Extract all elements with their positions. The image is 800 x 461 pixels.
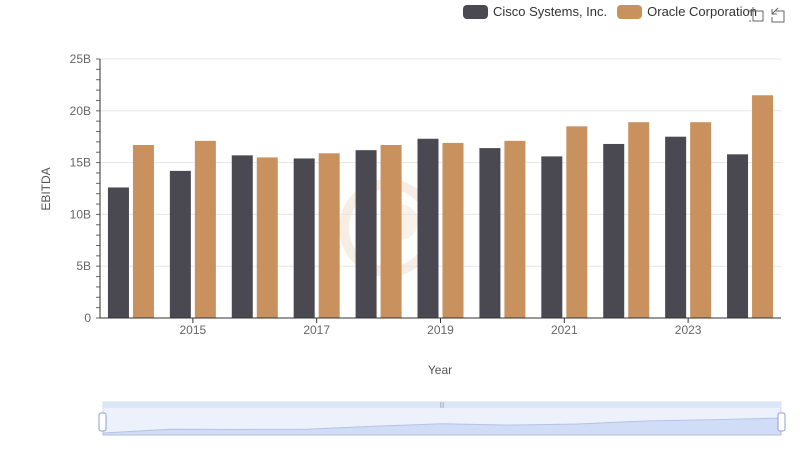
bar-oracle-2024[interactable]: [752, 95, 774, 318]
y-tick-label: 0: [84, 311, 91, 325]
x-tick-label: 2017: [303, 323, 330, 337]
bar-cisco-2015[interactable]: [169, 170, 191, 318]
legend-swatch-oracle: [617, 4, 643, 19]
bar-cisco-2014[interactable]: [107, 187, 129, 318]
chart-legend: Cisco Systems, Inc. Oracle Corporation: [463, 4, 767, 19]
y-axis-label: EBITDA: [39, 167, 53, 210]
bar-oracle-2020[interactable]: [504, 140, 526, 318]
x-tick-label: 2019: [427, 323, 454, 337]
zoom-select-icon[interactable]: [748, 6, 766, 24]
zoom-handle-right[interactable]: [777, 412, 786, 432]
zoom-reset-icon[interactable]: [768, 6, 786, 24]
bar-oracle-2015[interactable]: [194, 140, 216, 318]
bar-oracle-2021[interactable]: [566, 126, 588, 318]
legend-item-oracle[interactable]: Oracle Corporation: [617, 4, 757, 19]
bar-cisco-2023[interactable]: [665, 136, 687, 318]
bar-oracle-2018[interactable]: [380, 144, 402, 318]
bar-oracle-2022[interactable]: [628, 122, 650, 318]
bar-cisco-2016[interactable]: [231, 155, 253, 318]
legend-label-oracle: Oracle Corporation: [647, 4, 757, 19]
y-tick-label: 10B: [70, 207, 91, 221]
y-tick-label: 5B: [76, 259, 91, 273]
x-tick-label: 2021: [551, 323, 578, 337]
bar-cisco-2020[interactable]: [479, 148, 501, 318]
y-tick-label: 15B: [70, 156, 91, 170]
zoom-top-bar[interactable]: [103, 402, 781, 408]
bar-cisco-2018[interactable]: [355, 150, 377, 318]
bar-cisco-2022[interactable]: [603, 143, 625, 318]
bar-cisco-2024[interactable]: [727, 154, 749, 318]
y-tick-label: 25B: [70, 52, 91, 66]
bar-oracle-2019[interactable]: [442, 142, 464, 318]
bar-oracle-2014[interactable]: [132, 144, 154, 318]
bar-oracle-2016[interactable]: [256, 157, 278, 318]
legend-label-cisco: Cisco Systems, Inc.: [493, 4, 608, 19]
bars-group: [107, 95, 774, 318]
bar-cisco-2017[interactable]: [293, 158, 315, 318]
legend-swatch-cisco: [463, 4, 488, 19]
bar-cisco-2021[interactable]: [541, 156, 563, 318]
bar-cisco-2019[interactable]: [417, 138, 439, 318]
y-tick-label: 20B: [70, 104, 91, 118]
x-axis-label: Year: [428, 363, 452, 377]
chart-toolbox: [746, 6, 786, 24]
bar-oracle-2023[interactable]: [690, 122, 712, 318]
x-tick-label: 2023: [675, 323, 702, 337]
data-zoom-slider[interactable]: |||: [98, 401, 786, 436]
legend-item-cisco[interactable]: Cisco Systems, Inc.: [463, 4, 607, 19]
x-tick-label: 2015: [180, 323, 207, 337]
zoom-grip-icon: |||: [440, 403, 445, 409]
axes-group: 0 5B 10B 15B 20B 25B 2015 2017 2019 2021 2023: [70, 52, 781, 337]
zoom-preview-area: [102, 417, 782, 436]
bar-oracle-2017[interactable]: [318, 153, 340, 318]
zoom-handle-left[interactable]: [98, 412, 107, 432]
